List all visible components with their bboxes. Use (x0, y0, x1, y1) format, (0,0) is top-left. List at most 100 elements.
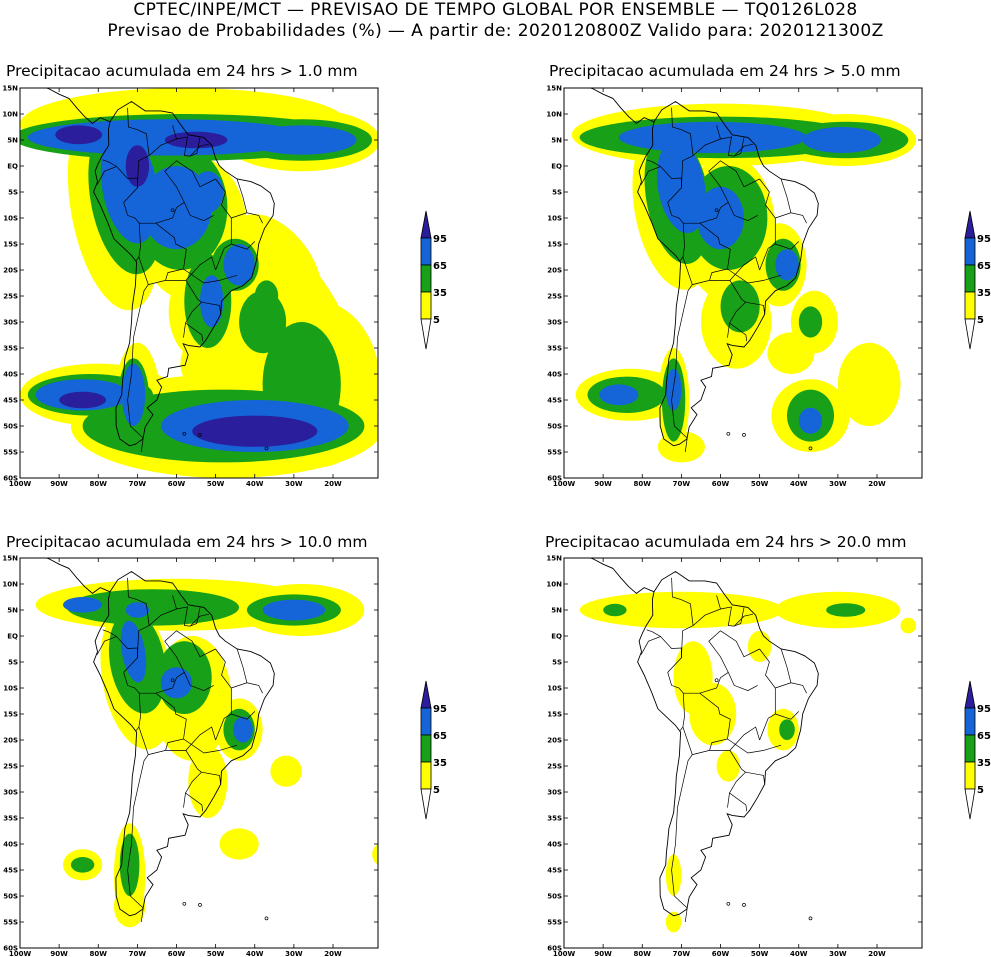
probability-area-p65 (120, 620, 147, 683)
probability-area-p5 (665, 854, 682, 896)
latitude-label: 5N (7, 607, 18, 615)
probability-area-p5 (747, 630, 772, 662)
island (170, 208, 175, 213)
probability-area-p65 (121, 363, 146, 426)
probability-area-p95 (59, 391, 107, 409)
coastline (637, 100, 819, 447)
colorbar-segment-p5 (420, 291, 432, 320)
colorbar-5mm: 95 65 35 5 (964, 210, 991, 350)
colorbar-segment-p5 (420, 761, 432, 790)
latitude-label: 55S (547, 919, 562, 927)
country-border (102, 159, 117, 167)
probability-area-p65 (798, 407, 823, 434)
longitude-label: 30W (285, 950, 303, 957)
country-border (775, 682, 807, 694)
latitude-label: EQ (7, 163, 18, 171)
country-border (780, 178, 792, 213)
country-border (183, 792, 204, 812)
longitude-label: 20W (868, 480, 886, 488)
probability-area-p5 (837, 342, 901, 426)
longitude-label: 30W (829, 950, 847, 957)
colorbar-segment-p5 (964, 761, 976, 790)
colorbar-segment-below (964, 318, 976, 350)
longitude-label: 80W (90, 480, 108, 488)
probability-area-p5 (188, 745, 228, 818)
probability-area-p35 (779, 719, 795, 740)
latitude-label: 5N (7, 137, 18, 145)
probability-area-p5 (372, 844, 378, 865)
country-border (183, 738, 238, 754)
island (808, 446, 813, 451)
colorbar-segment-below (420, 318, 432, 350)
latitude-label: 10N (546, 111, 562, 119)
probability-area-p35 (119, 833, 140, 896)
map-frame (19, 557, 379, 949)
longitude-label: 70W (129, 950, 147, 957)
country-border (720, 606, 754, 627)
country-border (164, 160, 216, 203)
probability-area-p5 (219, 828, 259, 860)
latitude-label: 55S (3, 919, 18, 927)
latitude-label: 45S (3, 397, 18, 405)
probability-area-p95 (125, 145, 150, 187)
country-border (671, 754, 693, 923)
country-border (190, 607, 201, 627)
latitude-label: 40S (547, 841, 562, 849)
country-border (775, 241, 800, 250)
country-border (138, 222, 187, 285)
colorbar-level-label: 65 (433, 731, 447, 742)
country-border (135, 256, 140, 261)
latitude-label: 40S (547, 371, 562, 379)
probability-area-p95 (164, 131, 228, 149)
probability-area-p65 (697, 186, 744, 250)
colorbar-level-label: 35 (977, 758, 991, 769)
coastline (589, 88, 655, 124)
country-border (646, 159, 661, 167)
country-border (201, 301, 222, 315)
country-border (190, 137, 201, 157)
latitude-label: 35S (3, 345, 18, 353)
country-border (720, 136, 754, 157)
island (264, 916, 269, 921)
latitude-label: 15S (547, 711, 562, 719)
longitude-label: 70W (673, 480, 691, 488)
island (742, 432, 746, 437)
country-border (148, 595, 177, 626)
longitude-label: 80W (634, 480, 652, 488)
island (182, 901, 187, 906)
colorbar-segment-p5 (964, 291, 976, 320)
longitude-label: 90W (50, 480, 68, 488)
latitude-label: 25S (3, 293, 18, 301)
country-border (231, 212, 263, 224)
latitude-label: 20S (547, 267, 562, 275)
colorbar-level-label: 35 (977, 288, 991, 299)
island (198, 432, 202, 437)
country-border (729, 726, 760, 751)
latitude-label: EQ (7, 633, 18, 641)
latitude-label: 5S (552, 659, 562, 667)
latitude-label: 15S (3, 711, 18, 719)
probability-area-p35 (603, 603, 627, 617)
country-border (155, 671, 214, 694)
probability-area-p35 (798, 306, 823, 338)
colorbar-level-label: 35 (433, 758, 447, 769)
panel-4-title: Precipitacao acumulada em 24 hrs > 20.0 … (545, 533, 907, 551)
longitude-label: 70W (673, 950, 691, 957)
probability-area-p35 (720, 280, 760, 333)
latitude-label: 30S (3, 789, 18, 797)
latitude-label: 10N (2, 581, 18, 589)
country-border (148, 750, 203, 794)
colorbar-segment-95 (420, 210, 432, 239)
probability-area-p5 (657, 431, 705, 463)
latitude-label: 15S (547, 241, 562, 249)
longitude-label: 90W (50, 950, 68, 957)
coastline (45, 558, 111, 594)
colorbar-level-label: 95 (433, 234, 447, 245)
country-border (236, 178, 248, 213)
probability-area-p5 (900, 617, 917, 634)
probability-area-p5 (767, 332, 815, 374)
colorbar-segment-p35 (420, 734, 432, 763)
country-border (138, 692, 187, 755)
colorbar-segment-p35 (964, 264, 976, 293)
probability-area-p5 (113, 885, 146, 928)
